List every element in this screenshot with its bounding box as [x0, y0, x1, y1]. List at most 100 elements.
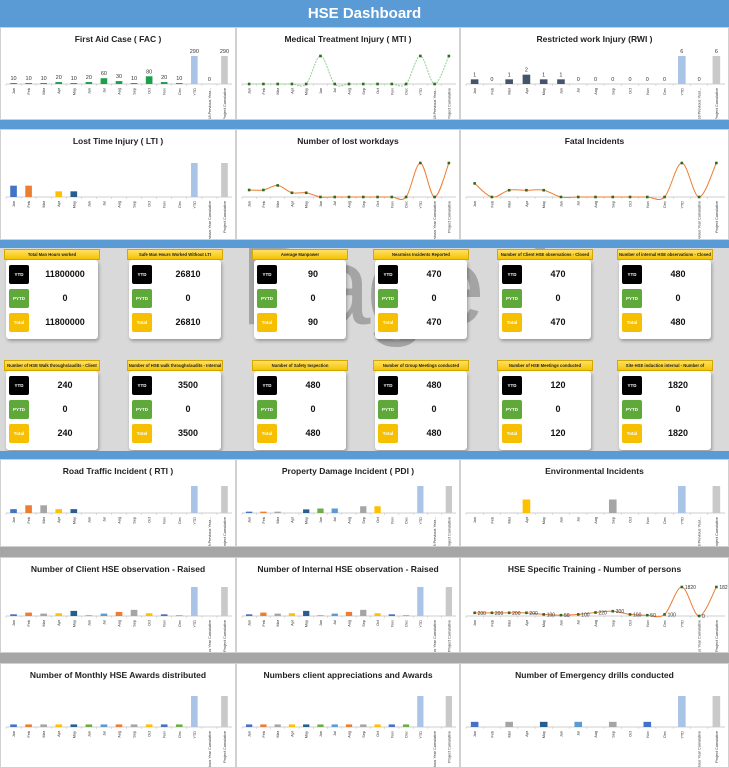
bar[interactable] — [608, 499, 617, 514]
bar[interactable] — [55, 191, 63, 197]
bar[interactable] — [191, 696, 198, 727]
bar[interactable] — [25, 83, 32, 84]
chart-internal-obs[interactable]: Number of Internal HSE observation - Rai… — [236, 557, 460, 653]
bar[interactable] — [221, 163, 228, 197]
bar[interactable] — [10, 83, 17, 84]
bar[interactable] — [374, 506, 381, 513]
bar[interactable] — [360, 506, 367, 513]
bar[interactable] — [360, 609, 367, 616]
bar[interactable] — [191, 163, 198, 197]
bar[interactable] — [25, 185, 32, 197]
chart-pdi[interactable]: Property Damage Incident ( PDI ) Jan Feb Ma… — [236, 459, 460, 547]
bar[interactable] — [221, 696, 228, 727]
bar[interactable] — [70, 191, 78, 197]
bar[interactable] — [115, 81, 123, 84]
bar[interactable] — [130, 724, 138, 727]
bar[interactable] — [25, 724, 32, 727]
bar[interactable] — [678, 56, 686, 84]
bar[interactable] — [374, 613, 381, 616]
bar[interactable] — [505, 721, 513, 727]
bar[interactable] — [85, 82, 93, 84]
chart-lti[interactable]: Lost Time Injury ( LTI ) Jan Feb Mar Apr May J… — [0, 129, 236, 240]
bar[interactable] — [470, 79, 479, 84]
bar[interactable] — [25, 505, 32, 513]
bar[interactable] — [505, 79, 513, 84]
bar[interactable] — [40, 83, 47, 84]
bar[interactable] — [417, 486, 424, 513]
bar[interactable] — [303, 509, 310, 513]
bar[interactable] — [417, 587, 424, 616]
bar[interactable] — [10, 185, 17, 197]
chart-appreciations[interactable]: Numbers client appreciations and Awards J… — [236, 663, 460, 768]
bar[interactable] — [402, 724, 410, 727]
bar[interactable] — [345, 724, 353, 727]
bar[interactable] — [70, 610, 78, 616]
bar[interactable] — [678, 696, 686, 727]
bar[interactable] — [221, 56, 228, 84]
bar[interactable] — [288, 613, 296, 616]
bar[interactable] — [221, 486, 228, 513]
bar[interactable] — [100, 78, 108, 84]
bar[interactable] — [331, 508, 338, 514]
bar[interactable] — [557, 79, 565, 84]
bar[interactable] — [160, 82, 168, 84]
bar[interactable] — [288, 724, 296, 727]
bar[interactable] — [260, 511, 267, 513]
bar[interactable] — [191, 587, 198, 616]
bar[interactable] — [712, 486, 721, 513]
bar[interactable] — [55, 724, 63, 727]
bar[interactable] — [260, 612, 267, 616]
bar[interactable] — [175, 83, 183, 84]
bar[interactable] — [522, 74, 531, 84]
bar[interactable] — [445, 486, 453, 513]
bar[interactable] — [374, 724, 381, 727]
bar[interactable] — [274, 613, 281, 616]
bar[interactable] — [303, 724, 310, 727]
bar[interactable] — [40, 724, 47, 727]
chart-environmental[interactable]: Environmental Incidents Jan Feb Mar Apr May Ju… — [460, 459, 729, 547]
bar[interactable] — [85, 615, 93, 616]
bar[interactable] — [175, 724, 183, 727]
chart-awards[interactable]: Number of Monthly HSE Awards distributed… — [0, 663, 236, 768]
bar[interactable] — [331, 613, 338, 616]
bar[interactable] — [100, 724, 108, 727]
bar[interactable] — [130, 83, 138, 84]
bar[interactable] — [10, 509, 17, 513]
bar[interactable] — [712, 56, 721, 84]
bar[interactable] — [470, 721, 479, 727]
bar[interactable] — [145, 724, 153, 727]
bar[interactable] — [678, 486, 686, 513]
bar[interactable] — [245, 511, 253, 513]
bar[interactable] — [317, 615, 324, 616]
bar[interactable] — [445, 587, 453, 616]
bar[interactable] — [191, 56, 198, 84]
chart-training[interactable]: HSE Specific Training - Number of person… — [460, 557, 729, 653]
chart-rwi[interactable]: Restricted work Injury (RWI ) 1 Jan 0 Feb 1 Ma… — [460, 27, 729, 120]
chart-mti[interactable]: Medical Treatment Injury ( MTI ) Jan Feb Ma… — [236, 27, 460, 120]
bar[interactable] — [221, 587, 228, 616]
bar[interactable] — [70, 724, 78, 727]
bar[interactable] — [643, 721, 652, 727]
bar[interactable] — [40, 505, 47, 513]
bar[interactable] — [388, 724, 395, 727]
bar[interactable] — [608, 721, 617, 727]
bar[interactable] — [245, 724, 253, 727]
bar[interactable] — [274, 511, 281, 513]
bar[interactable] — [191, 486, 198, 513]
bar[interactable] — [160, 614, 168, 616]
bar[interactable] — [388, 614, 395, 616]
bar[interactable] — [115, 724, 123, 727]
chart-fatal[interactable]: Fatal Incidents Jan Feb Mar Apr May Jun Jul Aug S… — [460, 129, 729, 240]
bar[interactable] — [712, 696, 721, 727]
bar[interactable] — [130, 609, 138, 616]
bar[interactable] — [539, 721, 548, 727]
bar[interactable] — [40, 613, 47, 616]
bar[interactable] — [245, 614, 253, 616]
bar[interactable] — [402, 615, 410, 616]
bar[interactable] — [317, 724, 324, 727]
bar[interactable] — [175, 615, 183, 616]
bar[interactable] — [10, 614, 17, 616]
bar[interactable] — [55, 613, 63, 616]
bar[interactable] — [115, 611, 123, 616]
bar[interactable] — [522, 499, 531, 514]
